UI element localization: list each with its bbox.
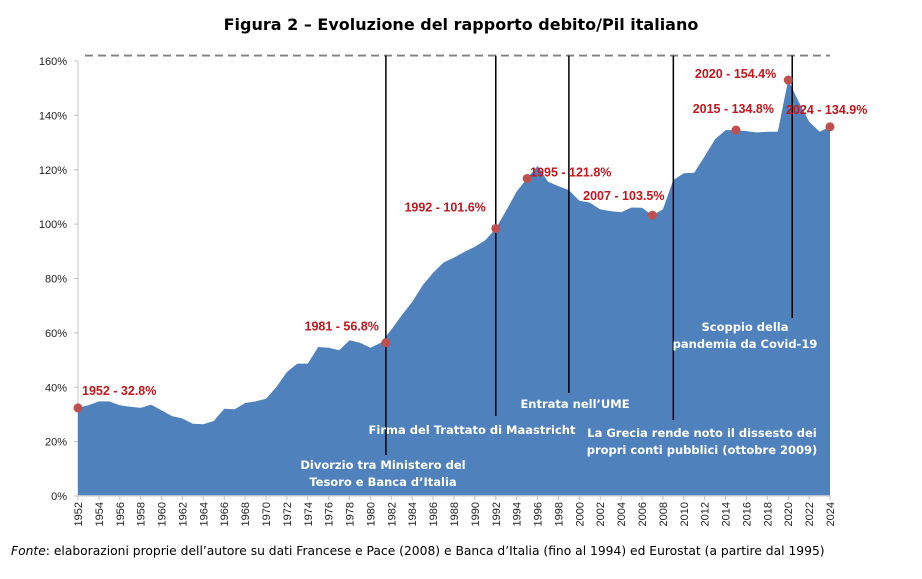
y-tick-label: 100% <box>39 219 67 231</box>
highlight-label: 1952 - 32.8% <box>82 384 156 398</box>
x-tick-label: 2014 <box>721 502 733 526</box>
source-note: Fonte: elaborazioni proprie dell’autore … <box>11 544 825 558</box>
x-tick-label: 2004 <box>616 502 628 526</box>
x-tick-label: 1994 <box>512 502 524 526</box>
x-tick-label: 1964 <box>198 502 210 526</box>
source-text: : elaborazioni proprie dell’autore su da… <box>45 544 825 558</box>
x-tick-label: 1954 <box>94 502 106 526</box>
event-label: Divorzio tra Ministero del <box>300 458 465 472</box>
highlight-label: 2024 - 134.9% <box>786 103 867 117</box>
highlight-marker <box>381 338 391 348</box>
x-tick-label: 1956 <box>115 502 127 526</box>
event-label: Tesoro e Banca d’Italia <box>309 475 456 489</box>
x-tick-label: 1952 <box>73 502 85 526</box>
highlight-marker <box>522 173 532 183</box>
y-tick-label: 20% <box>45 437 67 449</box>
highlight-label: 1995 - 121.8% <box>530 165 611 179</box>
x-tick-label: 1978 <box>345 502 357 526</box>
x-tick-label: 2002 <box>595 502 607 526</box>
x-tick-label: 1976 <box>324 502 336 526</box>
x-tick-label: 1968 <box>240 502 252 526</box>
highlight-marker <box>783 75 793 85</box>
x-tick-label: 2008 <box>658 502 670 526</box>
event-label: Entrata nell’UME <box>520 397 629 411</box>
y-tick-label: 140% <box>39 110 67 122</box>
x-tick-label: 2000 <box>574 502 586 526</box>
x-tick-label: 1998 <box>553 502 565 526</box>
x-tick-label: 1970 <box>261 502 273 526</box>
x-tick-label: 1990 <box>470 502 482 526</box>
chart-title: Figura 2 – Evoluzione del rapporto debit… <box>223 15 699 34</box>
event-label: La Grecia rende noto il dissesto dei <box>587 426 816 440</box>
x-tick-label: 1962 <box>177 502 189 526</box>
y-tick-label: 120% <box>39 165 67 177</box>
event-label: pandemia da Covid-19 <box>673 337 818 351</box>
x-tick-label: 2016 <box>741 502 753 526</box>
highlight-label: 2020 - 154.4% <box>695 67 776 81</box>
x-tick-label: 1982 <box>386 502 398 526</box>
y-tick-label: 160% <box>39 56 67 68</box>
event-label: propri conti pubblici (ottobre 2009) <box>587 443 818 457</box>
x-tick-label: 1986 <box>428 502 440 526</box>
x-tick-label: 2018 <box>762 502 774 526</box>
x-tick-label: 1966 <box>219 502 231 526</box>
highlight-marker <box>825 122 835 132</box>
highlight-marker <box>491 223 501 233</box>
x-tick-label: 1980 <box>365 502 377 526</box>
x-tick-label: 1974 <box>303 502 315 526</box>
x-tick-label: 1972 <box>282 502 294 526</box>
y-tick-label: 60% <box>45 328 67 340</box>
x-tick-label: 1958 <box>136 502 148 526</box>
y-tick-label: 0% <box>51 491 67 503</box>
x-tick-label: 2020 <box>783 502 795 526</box>
x-tick-label: 2024 <box>825 502 837 526</box>
x-tick-label: 1984 <box>407 502 419 526</box>
highlight-marker <box>73 403 83 413</box>
event-label: Scoppio della <box>702 320 789 334</box>
x-tick-label: 1992 <box>491 502 503 526</box>
debt-area-series <box>78 80 830 496</box>
x-tick-label: 2022 <box>804 502 816 526</box>
y-tick-label: 40% <box>45 382 67 394</box>
highlight-marker <box>731 125 741 135</box>
highlight-label: 1992 - 101.6% <box>404 200 485 214</box>
highlight-label: 1981 - 56.8% <box>305 320 379 334</box>
x-tick-label: 2012 <box>700 502 712 526</box>
x-tick-label: 1960 <box>157 502 169 526</box>
x-tick-label: 1988 <box>449 502 461 526</box>
highlight-marker <box>647 210 657 220</box>
x-tick-label: 2010 <box>679 502 691 526</box>
x-tick-label: 1996 <box>533 502 545 526</box>
event-label: Firma del Trattato di Maastricht <box>369 423 576 437</box>
y-tick-label: 80% <box>45 274 67 286</box>
highlight-label: 2015 - 134.8% <box>693 102 774 116</box>
source-label: Fonte <box>11 544 46 558</box>
highlight-label: 2007 - 103.5% <box>583 189 664 203</box>
x-tick-label: 2006 <box>637 502 649 526</box>
